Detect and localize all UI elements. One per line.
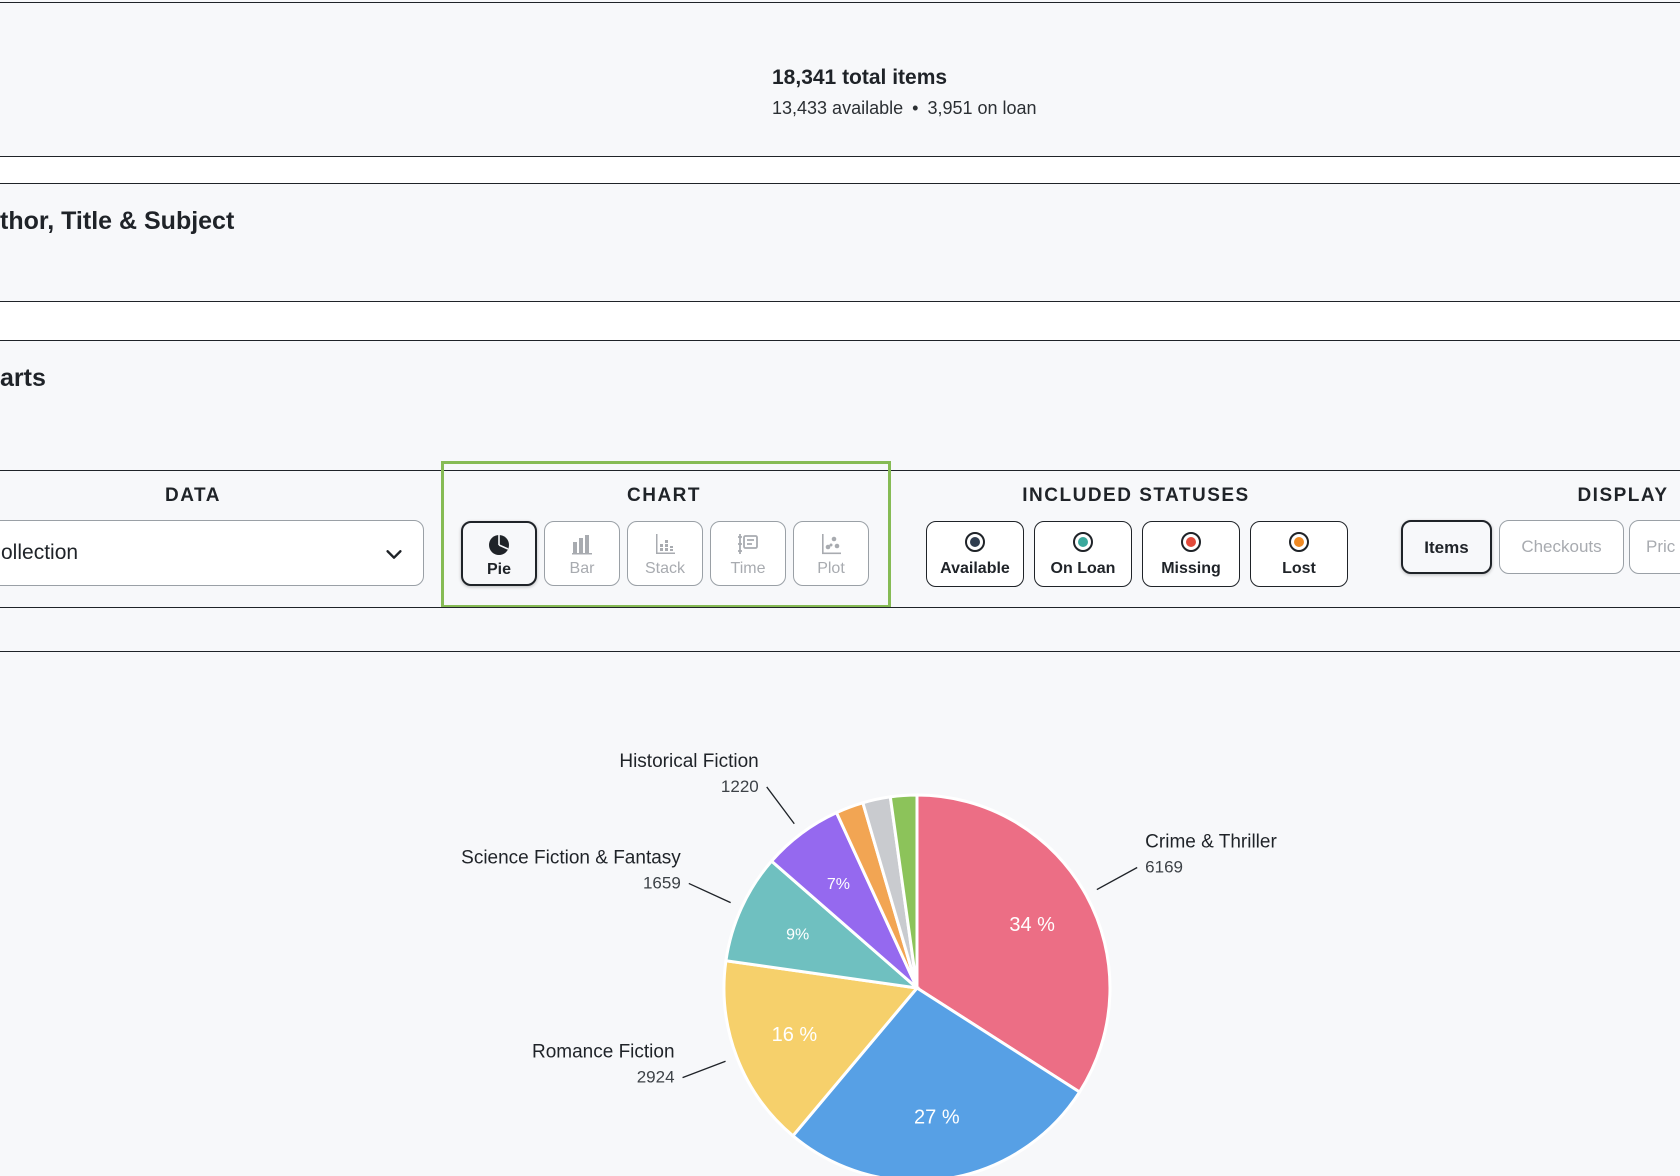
section-gap [0, 302, 1680, 340]
pie-percent-label: 27 % [914, 1107, 960, 1129]
chevron-down-icon [386, 550, 402, 559]
pie-slice[interactable] [888, 793, 919, 989]
on-loan-count: 3,951 on loan [927, 98, 1037, 118]
divider [0, 301, 1680, 302]
pie-percent-label: 16 % [772, 1024, 818, 1046]
pie-category-label: Romance Fiction [532, 1042, 675, 1063]
divider [0, 156, 1680, 157]
display-option-label: Checkouts [1521, 537, 1602, 556]
divider [0, 470, 1680, 471]
pie-slice[interactable] [724, 858, 922, 991]
chart-type-label: Plot [817, 560, 845, 577]
status-lost-toggle[interactable]: Lost [1250, 521, 1348, 587]
chart-type-label: Time [730, 560, 766, 577]
pie-percent-label: 34 % [1009, 914, 1055, 936]
separator-dot: • [912, 98, 919, 118]
pie-value-label: 1220 [721, 777, 759, 796]
time-icon [738, 534, 758, 554]
chart-label: CHART [627, 485, 701, 506]
divider [0, 607, 1680, 608]
display-checkouts-button[interactable]: Checkouts [1499, 520, 1624, 574]
status-available-toggle[interactable]: Available [926, 521, 1024, 587]
pie-slice[interactable] [722, 959, 920, 1138]
display-option-label: Items [1424, 538, 1469, 557]
pie-percent-label: 7% [827, 876, 850, 893]
display-option-label: Pric [1646, 537, 1676, 556]
availability-summary: 13,433 available • 3,951 on loan [772, 98, 1037, 119]
status-on-loan-toggle[interactable]: On Loan [1034, 521, 1132, 587]
chart-type-label: Stack [644, 560, 685, 577]
status-label: Available [940, 560, 1010, 577]
status-dot-icon [965, 532, 985, 552]
status-missing-toggle[interactable]: Missing [1142, 521, 1240, 587]
bar-icon [572, 535, 592, 555]
status-dot-icon [1289, 532, 1309, 552]
pie-leader-line [1096, 866, 1138, 891]
divider [0, 340, 1680, 341]
pie-percent-label: 9% [786, 926, 809, 943]
data-select-value: ollection [1, 541, 79, 564]
available-count: 13,433 available [772, 98, 904, 118]
pie-leader-line [766, 786, 795, 825]
charts-section-title[interactable]: arts [0, 364, 46, 392]
stack-icon [656, 534, 675, 554]
status-label: Missing [1161, 560, 1221, 577]
search-section-title[interactable]: thor, Title & Subject [0, 207, 235, 235]
data-label: DATA [165, 485, 221, 506]
pie-slice[interactable] [790, 986, 1082, 1176]
chart-type-stack-button[interactable]: Stack [627, 521, 703, 586]
divider [0, 651, 1680, 652]
pie-category-label: Science Fiction & Fantasy [461, 847, 681, 868]
pie-value-label: 2924 [637, 1068, 675, 1087]
display-price-button[interactable]: Pric [1629, 520, 1680, 574]
pie-category-label: Historical Fiction [619, 751, 758, 772]
pie-leader-line [688, 882, 731, 904]
chart-type-bar-button[interactable]: Bar [544, 521, 620, 586]
divider [0, 183, 1680, 184]
status-label: On Loan [1050, 560, 1116, 577]
chart-type-highlight [441, 461, 891, 608]
status-label: Lost [1282, 560, 1316, 577]
pie-value-label: 1659 [643, 873, 681, 892]
total-items-count: 18,341 total items [772, 66, 948, 89]
section-gap [0, 157, 1680, 183]
pie-value-label: 6169 [1145, 857, 1183, 876]
divider [0, 2, 1680, 3]
status-dot-icon [1181, 532, 1201, 552]
chart-type-label: Bar [569, 560, 595, 577]
included-statuses-label: INCLUDED STATUSES [1022, 485, 1250, 506]
plot-icon [822, 534, 841, 555]
pie-leader-line [682, 1060, 726, 1079]
chart-type-plot-button[interactable]: Plot [793, 521, 869, 586]
status-dot-icon [1073, 532, 1093, 552]
display-label: DISPLAY [1577, 485, 1669, 506]
display-items-button[interactable]: Items [1401, 520, 1492, 574]
chart-type-time-button[interactable]: Time [710, 521, 786, 586]
pie-category-label: Crime & Thriller [1145, 831, 1277, 852]
chart-type-label: Pie [486, 561, 511, 578]
chart-type-pie-button[interactable]: Pie [461, 521, 537, 586]
pie-icon [489, 535, 509, 555]
data-select[interactable]: ollection [0, 520, 424, 586]
